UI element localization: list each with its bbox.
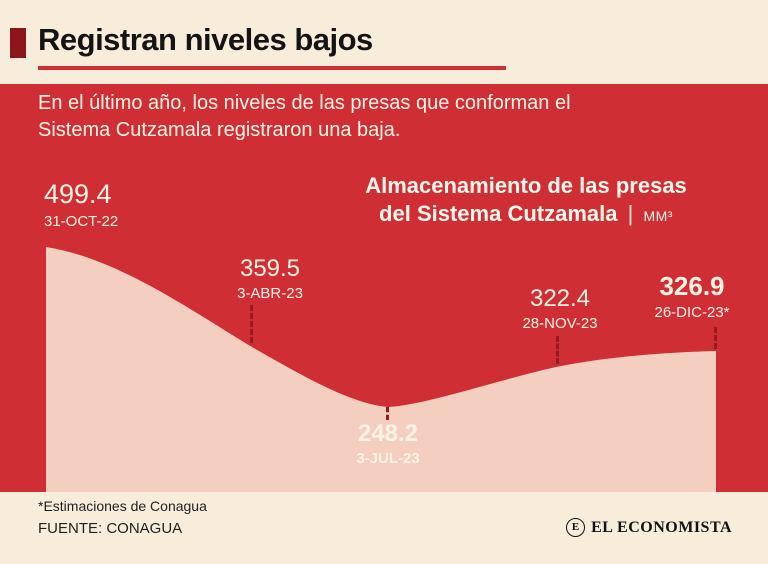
chart-title-line2: del Sistema Cutzamala | MM³ (320, 200, 732, 228)
data-point-label: 326.9 26-DIC-23* (622, 272, 762, 322)
point-value: 499.4 (44, 179, 112, 209)
page-title: Registran niveles bajos (38, 22, 373, 57)
footer: *Estimaciones de Conagua FUENTE: CONAGUA… (0, 492, 768, 564)
point-date: 31-OCT-22 (44, 212, 119, 230)
brand-circle-e-icon: E (566, 518, 586, 537)
point-value: 359.5 (239, 255, 301, 282)
chart-title-line1: Almacenamiento de las presas (365, 173, 687, 198)
point-date: 3-ABR-23 (237, 285, 303, 303)
chart-title-line2-text: del Sistema Cutzamala (379, 200, 618, 226)
data-point-label: 248.2 3-JUL-23 (323, 420, 453, 468)
title-underline (38, 66, 506, 70)
chart-title-divider: | (627, 200, 634, 226)
point-date: 3-JUL-23 (356, 450, 420, 468)
point-date: 26-DIC-23* (654, 303, 730, 321)
data-point-label: 322.4 28-NOV-23 (495, 285, 625, 333)
connector-3-jul (386, 407, 389, 420)
footnote: *Estimaciones de Conagua (38, 498, 207, 514)
chart-title: Almacenamiento de las presas del Sistema… (320, 172, 732, 227)
point-date: 28-NOV-23 (522, 315, 598, 333)
connector-28-nov (556, 336, 559, 364)
data-point-label: 359.5 3-ABR-23 (205, 255, 335, 303)
intro-line2: Sistema Cutzamala registraron una baja. (38, 119, 401, 141)
brand-name: EL ECONOMISTA (591, 518, 732, 536)
intro-line1: En el último año, los niveles de las pre… (38, 92, 571, 114)
accent-square (10, 28, 26, 58)
point-value: 322.4 (529, 285, 591, 312)
intro-text: En el último año, los niveles de las pre… (38, 90, 571, 144)
point-value: 326.9 (659, 271, 725, 301)
connector-26-dic (714, 327, 717, 349)
source-text: FUENTE: CONAGUA (38, 520, 183, 537)
connector-3-abr (250, 305, 253, 343)
chart-unit: MM³ (643, 207, 673, 224)
brand-logo: E EL ECONOMISTA (566, 518, 732, 537)
point-value: 248.2 (357, 420, 419, 447)
data-point-label: 499.4 31-OCT-22 (44, 179, 119, 231)
